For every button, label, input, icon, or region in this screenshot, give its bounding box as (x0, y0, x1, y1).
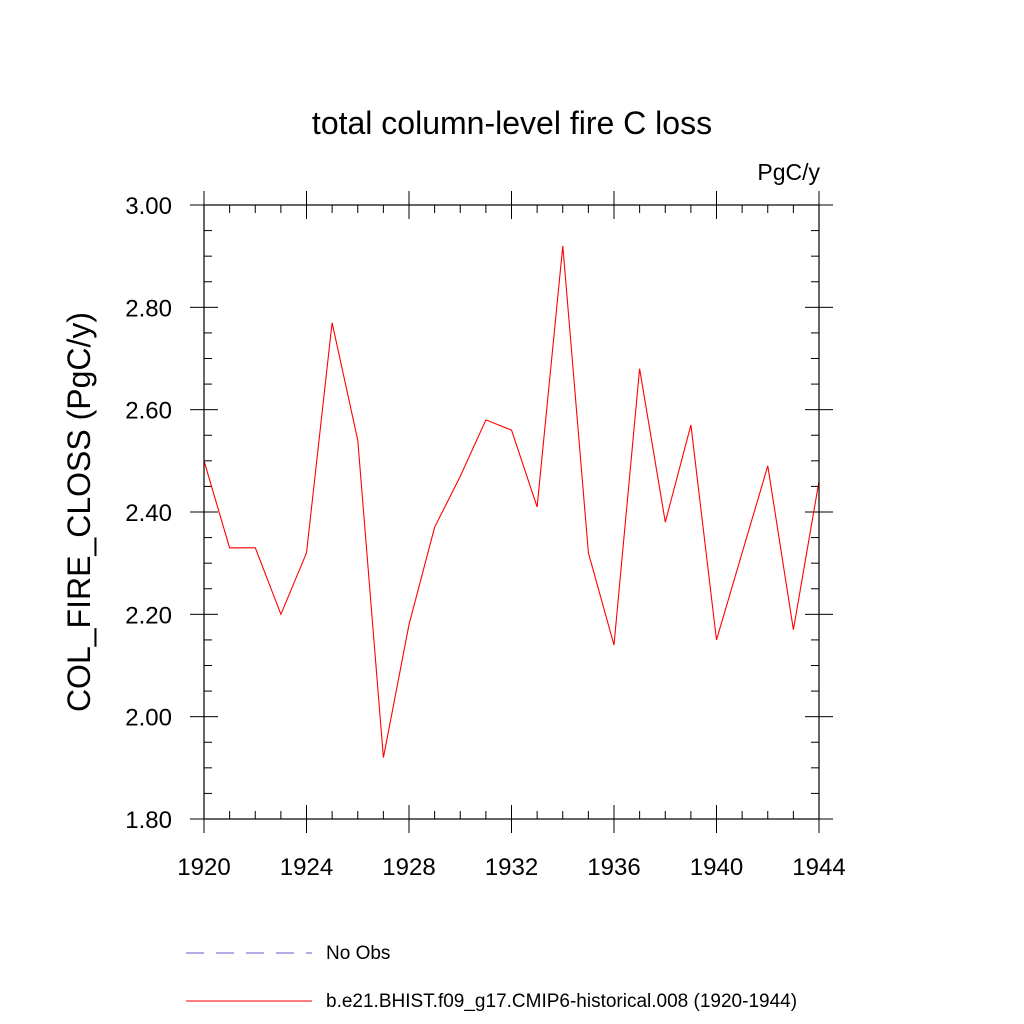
x-tick-label: 1936 (587, 854, 640, 881)
x-tick-label: 1928 (382, 854, 435, 881)
x-tick-label: 1944 (792, 854, 845, 881)
tick-labels: 1920 1924 1928 1932 1936 1940 1944 1.80 2.00 2.20… (125, 193, 845, 881)
series-group (203, 245, 820, 758)
y-tick-label: 2.80 (125, 295, 172, 322)
y-tick-label: 2.60 (125, 398, 172, 425)
x-tick-label: 1924 (280, 854, 333, 881)
y-tick-label: 2.20 (125, 602, 172, 629)
x-tick-label: 1932 (485, 854, 538, 881)
plot-frame (203, 204, 820, 820)
y-tick-label: 3.00 (125, 193, 172, 220)
x-tick-label: 1920 (177, 854, 230, 881)
series-line (203, 245, 820, 758)
legend: No Obs b.e21.BHIST.f09_g17.CMIP6-histori… (186, 943, 797, 1012)
chart-title: total column-level fire C loss (312, 105, 712, 141)
units-label: PgC/y (757, 159, 820, 185)
y-tick-label: 1.80 (125, 807, 172, 834)
tick-marks (190, 191, 833, 833)
x-tick-label: 1940 (690, 854, 743, 881)
legend-label-model: b.e21.BHIST.f09_g17.CMIP6-historical.008… (326, 991, 797, 1012)
y-tick-label: 2.40 (125, 500, 172, 527)
y-axis-label: COL_FIRE_CLOSS (PgC/y) (61, 312, 97, 712)
y-tick-label: 2.00 (125, 705, 172, 732)
legend-label-no-obs: No Obs (326, 943, 390, 964)
